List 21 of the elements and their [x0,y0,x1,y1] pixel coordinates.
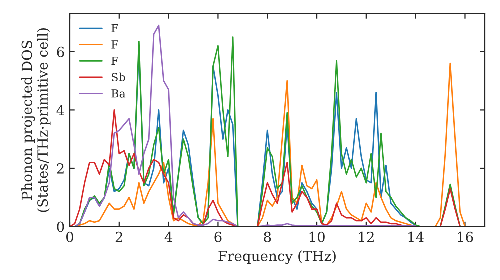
x-tick-label: 4 [164,232,173,242]
x-tick-label: 2 [116,232,122,242]
legend-label: F [112,24,118,32]
x-tick-label: 14 [408,232,424,242]
legend-label: Sb [112,72,126,82]
x-tick-label: 6 [214,232,222,242]
legend-label: F [112,40,118,49]
y-tick-label: 2 [57,163,64,174]
y-tick-label: 6 [57,46,64,58]
x-tick-label: 12 [359,232,374,242]
x-tick-label: 0 [66,232,74,242]
x-tick-label: 16 [458,232,474,242]
y-tick-label: 4 [56,105,64,116]
legend-label: F [112,56,118,66]
x-tick-label: 8 [264,232,272,242]
legend-label: Ba [112,90,126,98]
line-series [70,110,461,227]
y-axis-title: Phonon projected DOS (States/THz·primitive cell) [22,28,51,212]
y-tick-label: 0 [57,222,64,232]
x-axis-title: Frequency (THz) [218,250,336,264]
x-tick-label: 10 [310,232,325,242]
